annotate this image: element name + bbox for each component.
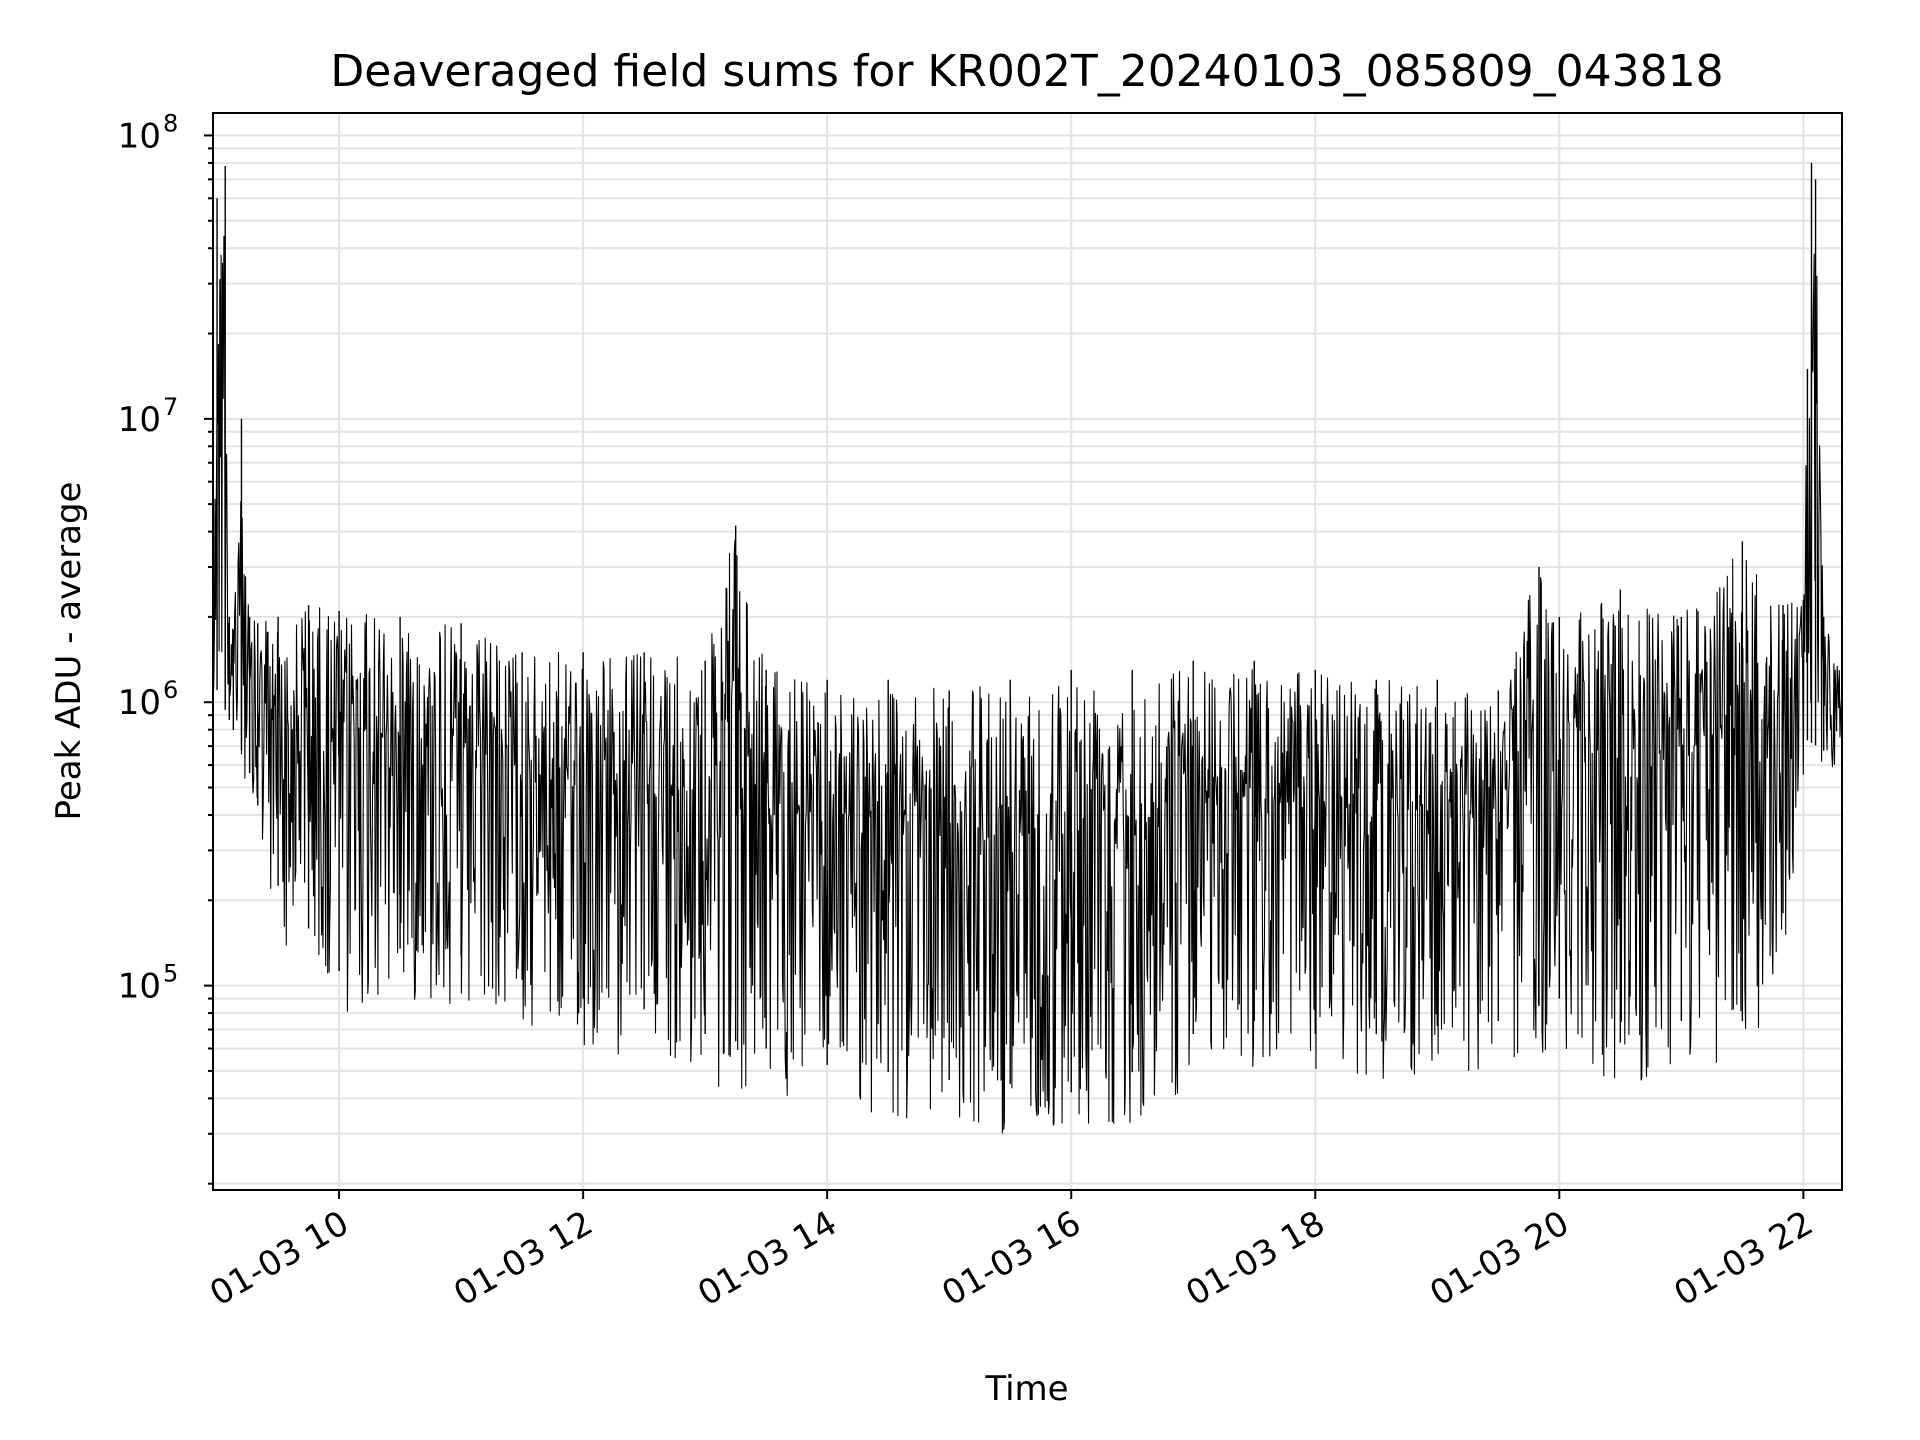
series-layer bbox=[212, 162, 1843, 1134]
y-tick-exponent: 8 bbox=[163, 109, 178, 137]
y-tick-label: 10 bbox=[118, 116, 161, 156]
y-tick-exponent: 7 bbox=[163, 393, 178, 421]
y-tick-label: 10 bbox=[118, 967, 161, 1007]
y-tick-base: 10 bbox=[118, 400, 161, 440]
grid bbox=[213, 113, 1842, 1190]
data-series-line bbox=[212, 235, 1843, 1134]
y-tick-base: 10 bbox=[118, 967, 161, 1007]
y-tick-exponent: 5 bbox=[163, 960, 178, 988]
y-tick-label: 10 bbox=[118, 400, 161, 440]
y-tick-base: 10 bbox=[118, 683, 161, 723]
x-axis-label: Time bbox=[984, 1369, 1068, 1409]
y-axis-label: Peak ADU - average bbox=[49, 482, 89, 821]
y-tick-base: 10 bbox=[118, 116, 161, 156]
y-tick-label: 10 bbox=[118, 683, 161, 723]
y-tick-exponent: 6 bbox=[163, 676, 178, 704]
plot-frame bbox=[212, 112, 1843, 1191]
chart-title: Deaveraged field sums for KR002T_2024010… bbox=[330, 46, 1723, 97]
